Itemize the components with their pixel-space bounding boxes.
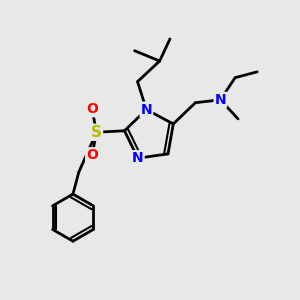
- Text: N: N: [214, 93, 226, 107]
- Text: N: N: [132, 151, 144, 165]
- Text: O: O: [86, 148, 98, 162]
- Text: S: S: [91, 125, 102, 140]
- Text: O: O: [86, 102, 98, 116]
- Text: N: N: [141, 103, 152, 117]
